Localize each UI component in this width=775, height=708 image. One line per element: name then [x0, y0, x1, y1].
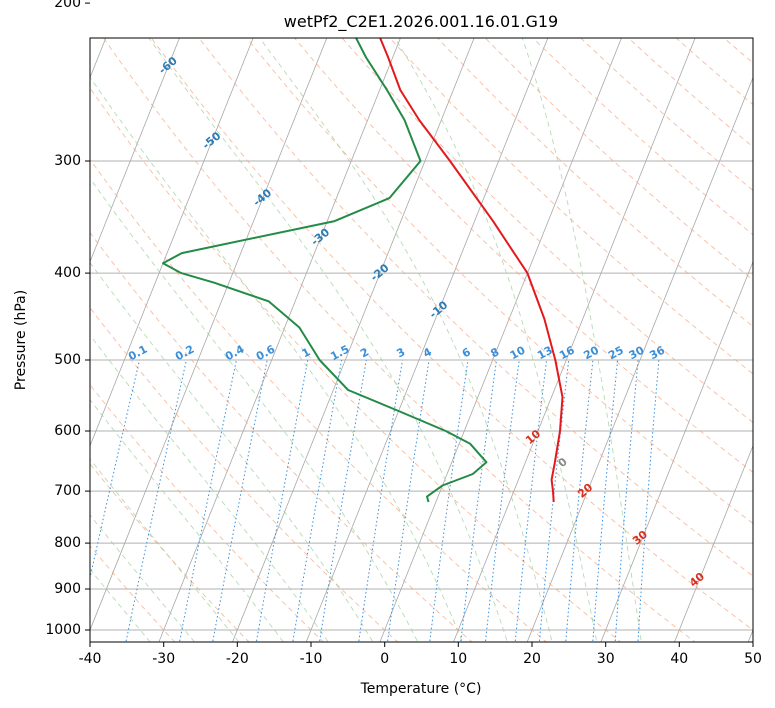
y-tick-label: 500	[54, 352, 81, 368]
isotherm-line	[158, 38, 401, 642]
plot-area	[90, 38, 753, 642]
x-tick-label: 40	[670, 651, 688, 667]
isotherm-line	[674, 444, 753, 642]
x-tick-label: -40	[79, 651, 102, 667]
y-tick-label: 200	[54, 0, 81, 11]
y-tick-label: 700	[54, 483, 81, 499]
moist-adiabat-line	[90, 568, 151, 642]
moist-adiabat-line	[90, 334, 329, 642]
moist-adiabat-line	[90, 177, 419, 642]
isotherm-line	[90, 38, 180, 263]
moist-adiabat-line	[90, 261, 374, 642]
dry-adiabat-line	[103, 38, 696, 642]
mixing-ratio-label: 20	[581, 343, 601, 362]
x-tick-label: 0	[380, 651, 389, 667]
dry-adiabat-line	[90, 307, 399, 642]
x-tick-label: 50	[744, 651, 762, 667]
moist-adiabat-line	[521, 38, 642, 642]
isotherm-line	[379, 38, 622, 642]
moist-adiabat-line	[148, 38, 508, 642]
temperature-profile	[379, 38, 564, 503]
dewpoint-profile	[162, 38, 488, 503]
isotherm-line	[90, 38, 254, 447]
mixing-ratio-line	[255, 359, 309, 642]
dry-adiabat-line	[437, 38, 753, 327]
mixing-ratio-line	[514, 359, 548, 642]
mixing-ratio-line	[565, 359, 594, 642]
y-tick-label: 400	[54, 265, 81, 281]
mixing-ratio-line	[90, 359, 140, 580]
y-tick-label: 900	[54, 581, 81, 597]
mixing-ratio-line	[319, 359, 367, 642]
x-tick-label: 10	[449, 651, 467, 667]
x-tick-label: 30	[597, 651, 615, 667]
dry-adiabat-line	[341, 38, 753, 424]
x-tick-label: -20	[226, 651, 249, 667]
isotherm-line	[600, 260, 753, 642]
isotherm-line	[453, 38, 696, 642]
moist-adiabat-line	[394, 38, 598, 642]
mixing-ratio-line	[592, 359, 619, 642]
mixing-ratio-line	[178, 359, 237, 642]
y-tick-label: 300	[54, 153, 81, 169]
dry-adiabat-line	[246, 38, 753, 525]
dry-adiabat-line	[90, 87, 622, 642]
y-tick-label: 800	[54, 535, 81, 551]
mixing-ratio-line	[614, 359, 639, 642]
moist-adiabat-line	[90, 399, 285, 642]
mixing-ratio-line	[460, 359, 497, 642]
isotherm-line	[526, 76, 753, 642]
dry-adiabat-line	[484, 38, 753, 281]
dry-adiabat-line	[389, 38, 753, 375]
moist-adiabat-line	[90, 76, 464, 642]
isotherm-line	[232, 38, 475, 642]
mixing-ratio-label: 36	[647, 343, 667, 362]
mixing-ratio-line	[292, 359, 343, 642]
mixing-ratio-line	[212, 359, 268, 642]
plot-frame	[89, 37, 754, 643]
moist-adiabat-line	[259, 38, 553, 642]
mixing-ratio-label: 25	[606, 344, 626, 363]
y-tick-label: 600	[54, 423, 81, 439]
mixing-ratio-line	[429, 359, 469, 642]
dry-adiabat-line	[293, 38, 753, 473]
dry-adiabat-line	[90, 158, 547, 642]
isotherm-line	[90, 38, 328, 632]
dry-adiabat-line	[198, 38, 753, 577]
x-tick-label: 20	[523, 651, 541, 667]
mixing-ratio-label: 13	[535, 344, 555, 363]
dry-adiabat-line	[675, 38, 753, 106]
dry-adiabat-line	[90, 231, 473, 642]
mixing-ratio-label: 30	[627, 343, 647, 362]
mixing-ratio-line	[484, 359, 520, 642]
dry-adiabat-line	[150, 38, 753, 631]
mixing-ratio-label: 16	[557, 343, 577, 362]
x-tick-label: -10	[300, 651, 323, 667]
y-tick-label: 1000	[45, 622, 81, 638]
x-tick-label: -30	[152, 651, 175, 667]
mixing-ratio-line	[125, 359, 187, 642]
mixing-ratio-label: 10	[508, 343, 528, 362]
dry-adiabat-line	[90, 545, 176, 642]
dry-adiabat-line	[627, 38, 753, 148]
chart-title: wetPf2_C2E1.2026.001.16.01.G19	[284, 12, 558, 32]
y-axis-label: Pressure (hPa)	[13, 290, 29, 390]
x-axis-label: Temperature (°C)	[360, 681, 482, 697]
moist-adiabat-line	[90, 458, 240, 642]
